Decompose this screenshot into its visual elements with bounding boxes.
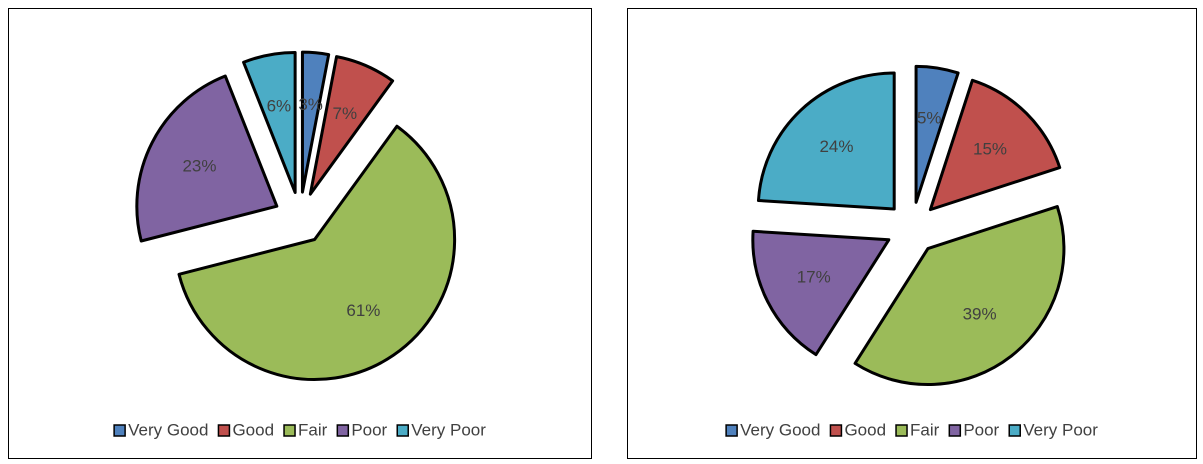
pie-slice (853, 205, 1066, 387)
legend-swatch (336, 424, 350, 437)
legend-swatch (948, 424, 962, 437)
legend-swatch (396, 424, 409, 437)
data-label: 6% (267, 97, 292, 116)
data-label: 5% (917, 109, 942, 128)
data-label: 39% (963, 305, 997, 324)
legend-label: Very Poor (1023, 420, 1098, 439)
legend-swatch (1008, 424, 1021, 437)
data-label: 24% (819, 137, 853, 156)
legend-label: Poor (351, 420, 387, 439)
legend-label: Fair (910, 420, 940, 439)
chart-frame (8, 8, 592, 459)
legend-swatch (829, 424, 843, 437)
legend-label: Very Good (128, 420, 208, 439)
pie-slice (135, 74, 279, 243)
data-label: 15% (973, 139, 1007, 158)
pie-slice (914, 64, 960, 204)
data-label: 61% (346, 301, 380, 320)
legend-swatch (113, 424, 126, 437)
data-label: 7% (333, 104, 358, 123)
chart-frame (627, 8, 1197, 459)
legend-swatch (895, 424, 908, 437)
data-label: 23% (182, 156, 216, 175)
legend-swatch (725, 424, 738, 437)
legend-label: Good (232, 420, 274, 439)
data-label: 3% (298, 95, 323, 114)
legend-label: Good (844, 420, 886, 439)
legend-label: Fair (298, 420, 328, 439)
legend-label: Very Good (740, 420, 820, 439)
data-label: 17% (797, 268, 831, 287)
legend-label: Poor (963, 420, 999, 439)
pie-slice (756, 71, 896, 211)
pie-slice (242, 50, 297, 194)
pie-slice (751, 229, 891, 357)
legend-label: Very Poor (411, 420, 486, 439)
legend-swatch (283, 424, 296, 437)
pie-slice (300, 50, 331, 194)
pie-slice (308, 55, 395, 196)
legend-swatch (217, 424, 231, 437)
pie-slice (177, 124, 457, 382)
pie-slice (928, 78, 1062, 212)
